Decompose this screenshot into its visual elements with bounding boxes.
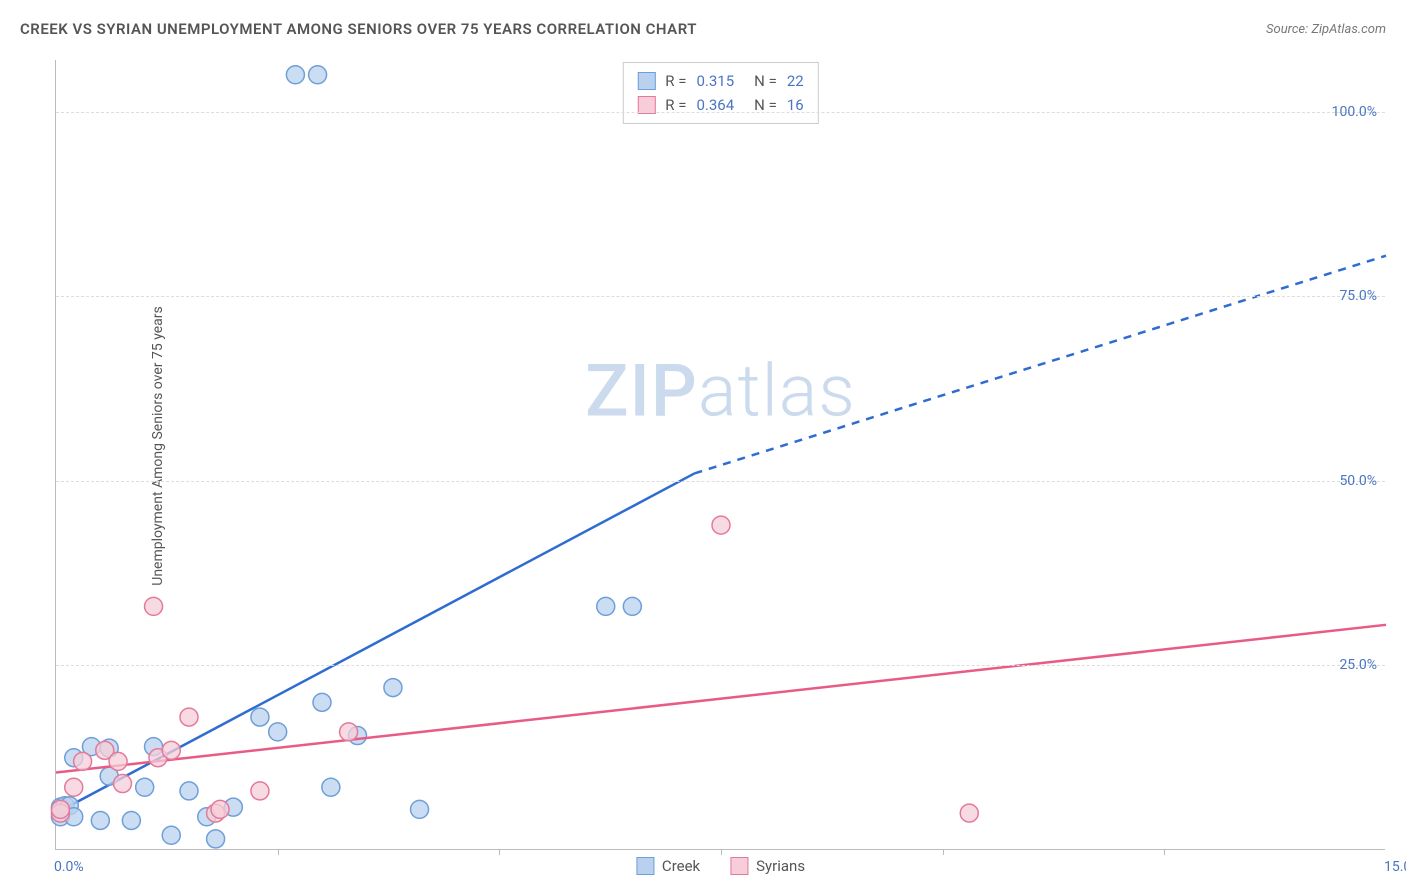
legend-n-value: 16	[787, 93, 804, 117]
legend-swatch	[636, 857, 654, 875]
data-point	[322, 778, 340, 796]
legend-r-label: R =	[665, 69, 686, 93]
data-point	[74, 752, 92, 770]
data-point	[286, 66, 304, 84]
tick-v	[943, 849, 944, 855]
data-point	[207, 830, 225, 848]
legend-swatch	[730, 857, 748, 875]
data-point	[122, 811, 140, 829]
gridline-h	[56, 481, 1385, 482]
tick-v	[499, 849, 500, 855]
legend-stats-box: R = 0.315 N = 22 R = 0.364 N = 16	[622, 62, 818, 124]
data-point	[180, 708, 198, 726]
data-point	[313, 693, 331, 711]
data-point	[114, 775, 132, 793]
source-credit: Source: ZipAtlas.com	[1266, 22, 1386, 37]
data-point	[65, 778, 83, 796]
legend-item: Syrians	[730, 857, 805, 875]
data-point	[91, 811, 109, 829]
y-tick-label: 25.0%	[1339, 657, 1377, 673]
legend-r-label: R =	[665, 93, 686, 117]
legend-n-label: N =	[754, 93, 777, 117]
data-point	[211, 800, 229, 818]
gridline-h	[56, 296, 1385, 297]
legend-n-value: 22	[787, 69, 804, 93]
x-tick-label: 0.0%	[54, 859, 84, 875]
y-tick-label: 50.0%	[1339, 473, 1377, 489]
data-point	[597, 597, 615, 615]
regression-line	[694, 256, 1386, 474]
chart-title: CREEK VS SYRIAN UNEMPLOYMENT AMONG SENIO…	[20, 20, 697, 38]
data-point	[180, 782, 198, 800]
y-tick-label: 75.0%	[1339, 288, 1377, 304]
legend-stats-row: R = 0.364 N = 16	[637, 93, 803, 117]
data-point	[251, 708, 269, 726]
x-tick-label: 15.0%	[1384, 859, 1406, 875]
data-point	[109, 752, 127, 770]
legend-r-value: 0.315	[696, 69, 734, 93]
tick-v	[1164, 849, 1165, 855]
source-link[interactable]: ZipAtlas.com	[1311, 22, 1386, 37]
gridline-h	[56, 112, 1385, 113]
data-point	[384, 679, 402, 697]
tick-v	[721, 849, 722, 855]
data-point	[340, 723, 358, 741]
data-point	[162, 826, 180, 844]
data-point	[623, 597, 641, 615]
data-point	[51, 800, 69, 818]
legend-swatch	[637, 72, 655, 90]
legend-label: Creek	[662, 857, 700, 875]
data-point	[162, 741, 180, 759]
legend-n-label: N =	[754, 69, 777, 93]
data-point	[136, 778, 154, 796]
legend-label: Syrians	[756, 857, 805, 875]
legend-bottom: Creek Syrians	[636, 857, 805, 875]
data-point	[269, 723, 287, 741]
data-point	[145, 597, 163, 615]
data-point	[960, 804, 978, 822]
gridline-h	[56, 665, 1385, 666]
data-point	[309, 66, 327, 84]
source-label: Source:	[1266, 22, 1308, 37]
y-tick-label: 100.0%	[1332, 104, 1377, 120]
data-point	[411, 800, 429, 818]
legend-item: Creek	[636, 857, 700, 875]
legend-r-value: 0.364	[696, 93, 734, 117]
tick-v	[278, 849, 279, 855]
data-point	[251, 782, 269, 800]
regression-line	[56, 625, 1386, 773]
data-point	[712, 516, 730, 534]
plot-svg	[56, 60, 1385, 849]
plot-area: ZIPatlas R =0.315N =22R =0.364N =16 Cree…	[55, 60, 1385, 850]
legend-stats-row: R = 0.315 N = 22	[637, 69, 803, 93]
